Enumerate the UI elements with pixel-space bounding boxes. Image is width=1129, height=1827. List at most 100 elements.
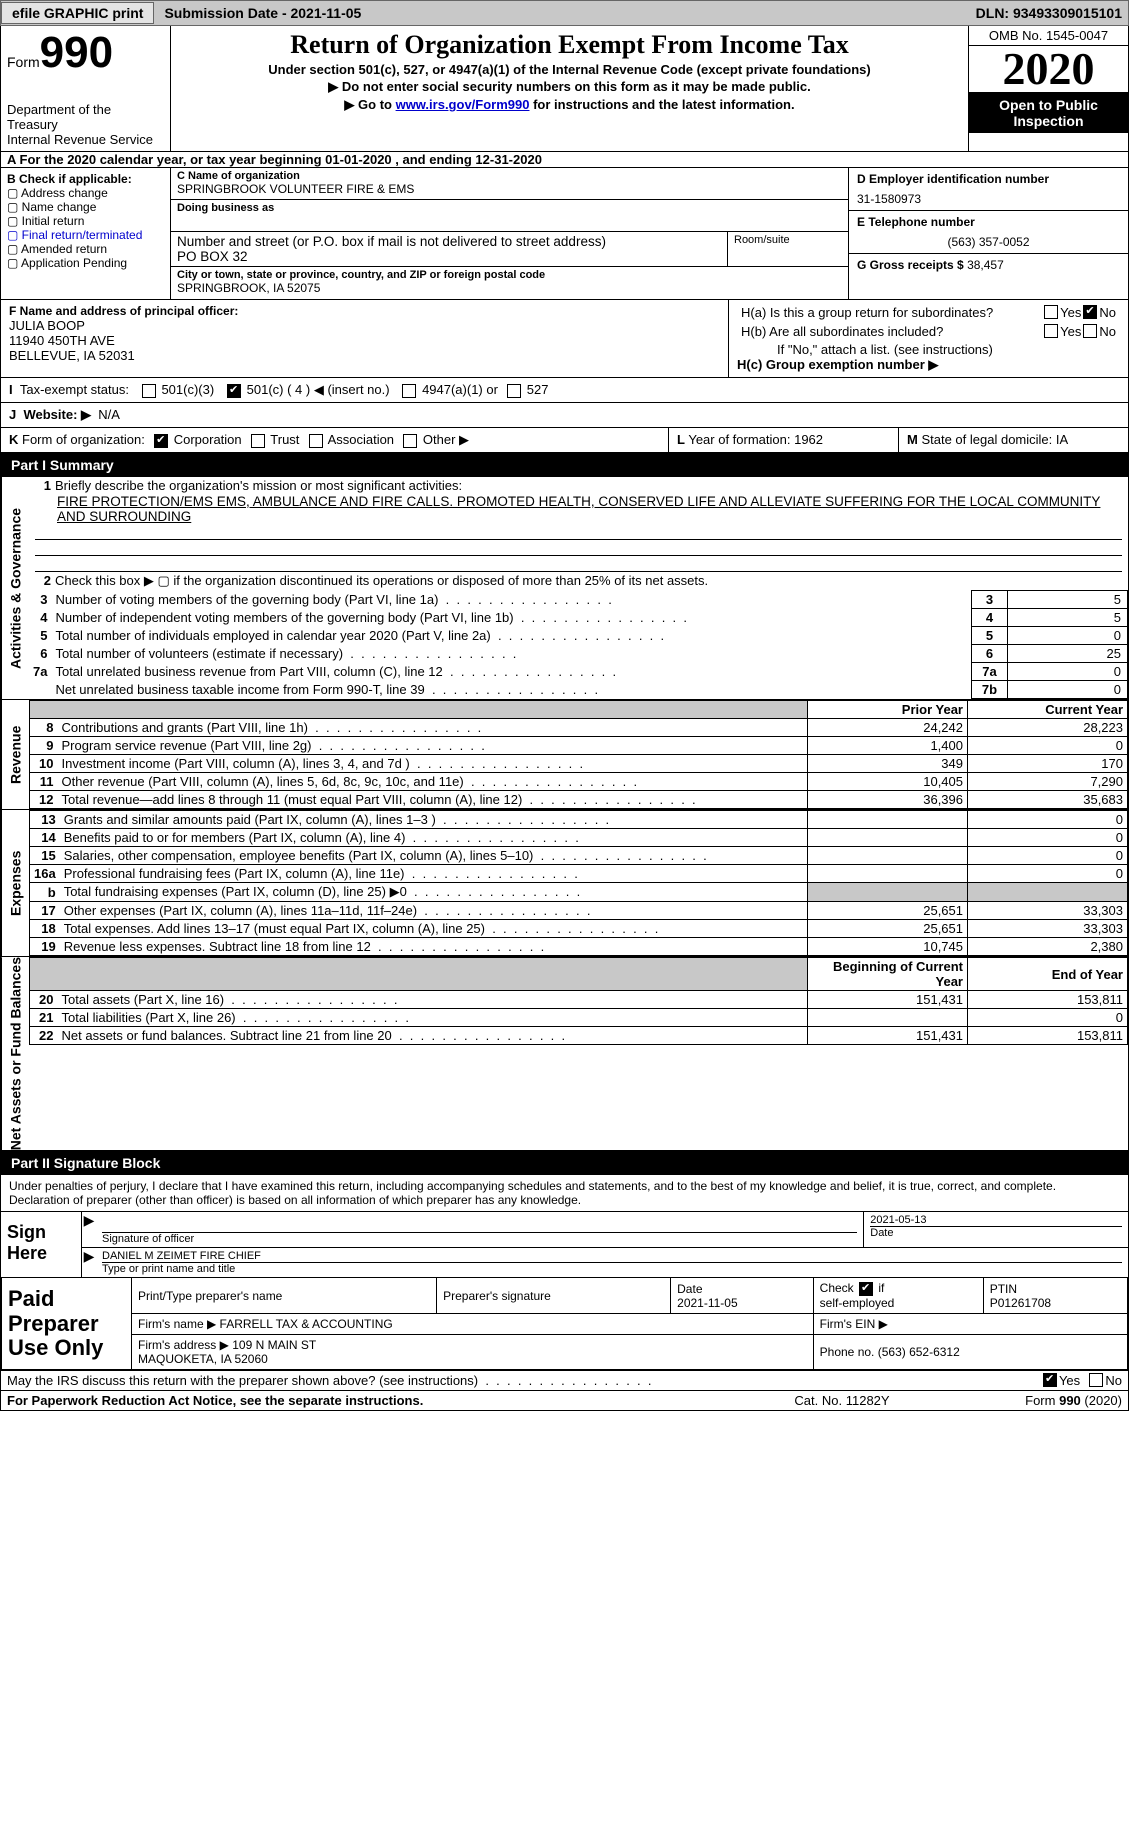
street-cell: Number and street (or P.O. box if mail i… xyxy=(171,232,728,266)
ptin-cell: PTINP01261708 xyxy=(983,1278,1127,1314)
opt-corporation: Corporation xyxy=(174,432,242,447)
sign-arrow-icon-2: ▶ xyxy=(82,1248,96,1277)
goto-suffix: for instructions and the latest informat… xyxy=(529,97,794,112)
form-word: Form xyxy=(7,54,40,70)
h-a: H(a) Is this a group return for subordin… xyxy=(737,304,1120,321)
street-value: PO BOX 32 xyxy=(177,249,721,264)
room-cell: Room/suite xyxy=(728,232,848,266)
activities-governance-block: Activities & Governance 1Briefly describ… xyxy=(0,477,1129,700)
box-b: B Check if applicable: Address change Na… xyxy=(1,168,171,299)
org-name-label: C Name of organization xyxy=(177,170,842,182)
expenses-block: Expenses 13Grants and similar amounts pa… xyxy=(0,810,1129,957)
ein-value: 31-1580973 xyxy=(857,192,1120,206)
subtitle-3: ▶ Go to www.irs.gov/Form990 for instruct… xyxy=(177,97,962,113)
state-domicile: State of legal domicile: IA xyxy=(921,432,1068,447)
h-b-yes[interactable] xyxy=(1044,324,1058,338)
discuss-text: May the IRS discuss this return with the… xyxy=(7,1373,478,1388)
check-association[interactable] xyxy=(309,434,323,448)
sign-arrow-icon: ▶ xyxy=(82,1212,96,1247)
exp-line-17: 17Other expenses (Part IX, column (A), l… xyxy=(30,902,1128,920)
rev-line-9: 9Program service revenue (Part VIII, lin… xyxy=(30,737,1128,755)
gov-line-5: 5Total number of individuals employed in… xyxy=(29,627,1128,645)
gov-line-3: 3Number of voting members of the governi… xyxy=(29,591,1128,609)
room-label: Room/suite xyxy=(734,234,842,246)
website-label: Website: ▶ xyxy=(23,407,91,422)
row-klm: K Form of organization: Corporation Trus… xyxy=(0,428,1129,453)
h-b-label: H(b) Are all subordinates included? xyxy=(741,324,1042,339)
h-c: H(c) Group exemption number ▶ xyxy=(737,357,1120,373)
box-h: H(a) Is this a group return for subordin… xyxy=(728,300,1128,377)
paid-preparer-label: Paid Preparer Use Only xyxy=(2,1278,132,1370)
form-title: Return of Organization Exempt From Incom… xyxy=(177,30,962,60)
line-2-text: Check this box ▶ ▢ if the organization d… xyxy=(55,573,1124,589)
exp-line-b: bTotal fundraising expenses (Part IX, co… xyxy=(30,883,1128,902)
open-to-public: Open to Public Inspection xyxy=(969,92,1128,133)
check-501c[interactable] xyxy=(227,384,241,398)
row-j: J Website: ▶ N/A xyxy=(0,403,1129,428)
h-a-yes[interactable] xyxy=(1044,305,1058,319)
exp-line-19: 19Revenue less expenses. Subtract line 1… xyxy=(30,938,1128,956)
line-1: 1Briefly describe the organization's mis… xyxy=(29,477,1128,494)
expenses-table: 13Grants and similar amounts paid (Part … xyxy=(29,810,1128,956)
check-amended-return[interactable]: Amended return xyxy=(7,242,164,256)
irs-link[interactable]: www.irs.gov/Form990 xyxy=(396,97,530,112)
check-corporation[interactable] xyxy=(154,434,168,448)
officer-addr2: BELLEVUE, IA 52031 xyxy=(9,348,720,363)
h-note: If "No," attach a list. (see instruction… xyxy=(737,342,1120,357)
subtitle-2: Do not enter social security numbers on … xyxy=(177,79,962,95)
city-value: SPRINGBROOK, IA 52075 xyxy=(177,281,842,295)
discuss-yes[interactable] xyxy=(1043,1373,1057,1387)
box-g: G Gross receipts $ 38,457 xyxy=(849,254,1128,278)
entity-block: B Check if applicable: Address change Na… xyxy=(0,168,1129,300)
check-trust[interactable] xyxy=(251,434,265,448)
line-1-text: Briefly describe the organization's miss… xyxy=(55,478,1124,493)
officer-type-label: Type or print name and title xyxy=(102,1262,1122,1275)
side-revenue: Revenue xyxy=(1,700,29,809)
officer-name: JULIA BOOP xyxy=(9,318,720,333)
h-b-no[interactable] xyxy=(1083,324,1097,338)
mission-text: FIRE PROTECTION/EMS EMS, AMBULANCE AND F… xyxy=(29,494,1128,524)
dln: DLN: 93493309015101 xyxy=(970,5,1128,21)
h-a-no[interactable] xyxy=(1083,305,1097,319)
check-initial-return[interactable]: Initial return xyxy=(7,214,164,228)
side-expenses: Expenses xyxy=(1,810,29,956)
row-a-tax-year: A For the 2020 calendar year, or tax yea… xyxy=(0,152,1129,168)
discuss-no[interactable] xyxy=(1089,1373,1103,1387)
efile-print-button[interactable]: efile GRAPHIC print xyxy=(1,2,154,24)
signature-block: Under penalties of perjury, I declare th… xyxy=(0,1175,1129,1371)
cat-no: Cat. No. 11282Y xyxy=(742,1393,942,1408)
rev-line-12: 12Total revenue—add lines 8 through 11 (… xyxy=(30,791,1128,809)
prep-name-label: Print/Type preparer's name xyxy=(132,1278,437,1314)
check-application-pending[interactable]: Application Pending xyxy=(7,256,164,270)
check-name-change[interactable]: Name change xyxy=(7,200,164,214)
exp-line-14: 14Benefits paid to or for members (Part … xyxy=(30,829,1128,847)
check-527[interactable] xyxy=(507,384,521,398)
mission-value: FIRE PROTECTION/EMS EMS, AMBULANCE AND F… xyxy=(57,494,1100,524)
header-left: Form990 Department of the Treasury Inter… xyxy=(1,26,171,151)
check-other[interactable] xyxy=(403,434,417,448)
check-address-change[interactable]: Address change xyxy=(7,186,164,200)
box-d: D Employer identification number 31-1580… xyxy=(849,168,1128,211)
h-b: H(b) Are all subordinates included? Yes … xyxy=(737,323,1120,340)
org-name-value: SPRINGBROOK VOLUNTEER FIRE & EMS xyxy=(177,182,842,196)
check-final-return[interactable]: Final return/terminated xyxy=(7,228,164,242)
check-4947[interactable] xyxy=(402,384,416,398)
check-self-employed[interactable] xyxy=(859,1282,873,1296)
net-assets-block: Net Assets or Fund Balances Beginning of… xyxy=(0,957,1129,1151)
penalty-text: Under penalties of perjury, I declare th… xyxy=(1,1175,1128,1211)
subtitle-1: Under section 501(c), 527, or 4947(a)(1)… xyxy=(177,62,962,77)
opt-trust: Trust xyxy=(270,432,299,447)
preparer-table: Paid Preparer Use Only Print/Type prepar… xyxy=(1,1277,1128,1370)
opt-4947: 4947(a)(1) or xyxy=(422,382,498,397)
check-501c3[interactable] xyxy=(142,384,156,398)
opt-501c: 501(c) ( 4 ) ◀ (insert no.) xyxy=(247,382,390,397)
revenue-block: Revenue Prior YearCurrent Year8Contribut… xyxy=(0,700,1129,810)
city-label: City or town, state or province, country… xyxy=(177,269,842,281)
prep-sig-label: Preparer's signature xyxy=(437,1278,671,1314)
footer: For Paperwork Reduction Act Notice, see … xyxy=(0,1391,1129,1411)
officer-addr1: 11940 450TH AVE xyxy=(9,333,720,348)
rev-line-10: 10Investment income (Part VIII, column (… xyxy=(30,755,1128,773)
dba-cell: Doing business as xyxy=(171,200,848,232)
governance-table: 3Number of voting members of the governi… xyxy=(29,590,1128,699)
firm-phone-cell: Phone no. (563) 652-6312 xyxy=(813,1335,1127,1370)
